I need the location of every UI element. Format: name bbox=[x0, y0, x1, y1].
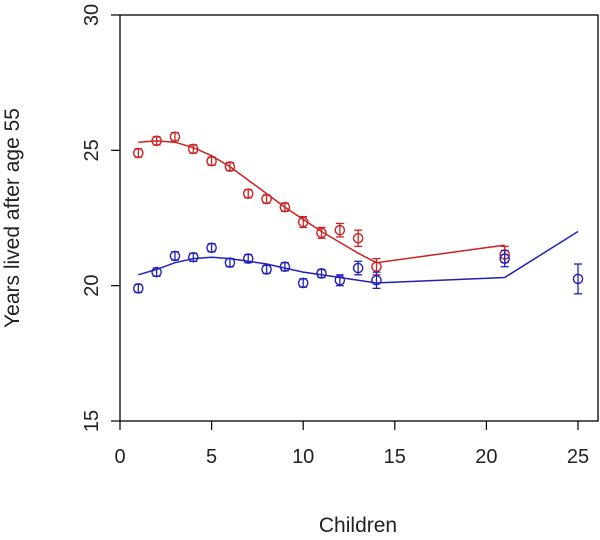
x-axis-title: Children bbox=[319, 514, 397, 537]
data-point bbox=[224, 257, 236, 268]
y-tick-label: 15 bbox=[81, 410, 103, 432]
y-axis-title: Years lived after age 55 bbox=[1, 108, 24, 328]
data-point bbox=[334, 274, 346, 286]
data-point bbox=[352, 262, 364, 274]
data-point bbox=[334, 224, 346, 236]
series-2 bbox=[133, 230, 584, 295]
data-point bbox=[242, 253, 254, 264]
series-layer bbox=[133, 131, 584, 295]
x-tick-label: 5 bbox=[206, 446, 217, 468]
data-point bbox=[572, 273, 584, 285]
y-tick-label: 30 bbox=[81, 4, 103, 26]
data-point bbox=[297, 216, 309, 228]
data-point bbox=[151, 266, 162, 278]
data-point bbox=[297, 277, 309, 289]
data-point bbox=[316, 268, 327, 279]
data-point bbox=[371, 261, 382, 273]
data-point bbox=[169, 131, 181, 143]
data-point bbox=[352, 232, 364, 244]
data-point bbox=[371, 274, 382, 286]
fit-line bbox=[138, 230, 579, 284]
data-point bbox=[187, 251, 199, 263]
data-point bbox=[133, 147, 144, 159]
x-tick-label: 0 bbox=[114, 446, 125, 468]
data-point bbox=[261, 264, 272, 275]
x-tick-label: 20 bbox=[475, 446, 497, 468]
x-tick-label: 15 bbox=[384, 446, 406, 468]
data-point bbox=[206, 155, 217, 167]
data-point bbox=[187, 143, 199, 155]
data-point bbox=[206, 242, 217, 254]
data-point bbox=[316, 227, 327, 239]
y-tick-label: 25 bbox=[81, 139, 103, 161]
plot-frame bbox=[119, 14, 599, 422]
data-point bbox=[279, 201, 291, 213]
x-tick-label: 25 bbox=[567, 446, 589, 468]
data-point bbox=[261, 193, 272, 205]
x-axis: 0 5 10 15 20 25 bbox=[114, 421, 589, 468]
data-point bbox=[169, 250, 181, 262]
fit-line bbox=[138, 140, 505, 264]
data-point bbox=[242, 188, 254, 199]
data-point bbox=[224, 161, 236, 172]
data-point bbox=[499, 253, 511, 264]
data-point bbox=[133, 283, 144, 294]
x-tick-label: 10 bbox=[292, 446, 314, 468]
y-tick-label: 20 bbox=[81, 275, 103, 297]
data-point bbox=[151, 135, 162, 147]
data-point bbox=[279, 261, 291, 273]
y-axis: 15 20 25 30 bbox=[81, 4, 120, 432]
